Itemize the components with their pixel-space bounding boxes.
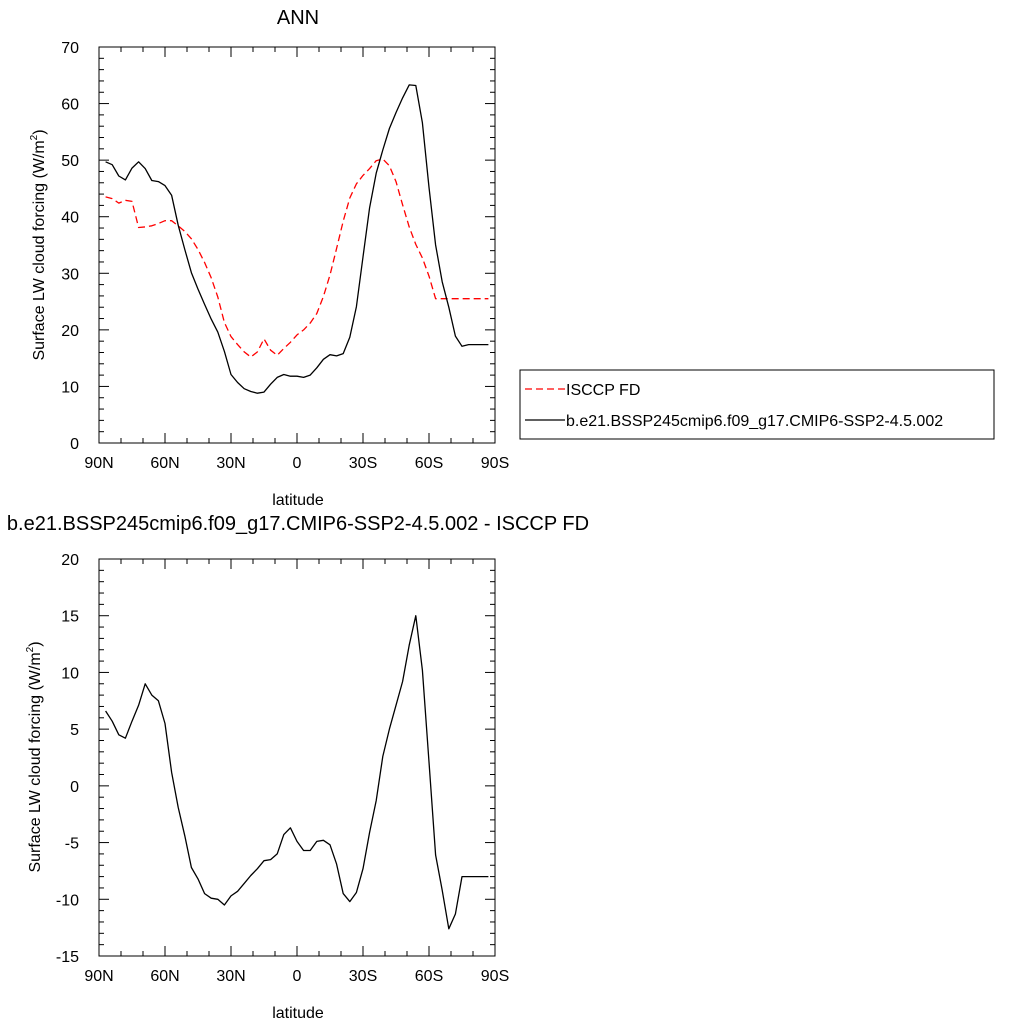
bottom-y-axis-label-sup: 2: [25, 646, 36, 652]
top-x-tick-label: 60N: [150, 455, 179, 472]
top-panel: ANN 90N 60N 30N 0 30S 60S 90S 0 10 20 30 40 50 60 70 l…: [29, 7, 509, 509]
top-chart-title: ANN: [277, 7, 319, 29]
top-x-tick-label: 60S: [415, 455, 443, 472]
top-x-tick-label: 30N: [216, 455, 245, 472]
top-y-axis-label-sup: 2: [29, 134, 40, 140]
bottom-y-tick-label: 15: [61, 609, 79, 626]
top-y-tick-label: 40: [61, 210, 79, 227]
bottom-x-tick-label: 30S: [349, 968, 377, 985]
bottom-x-tick-label: 60N: [150, 968, 179, 985]
top-y-tick-label: 50: [61, 153, 79, 170]
bottom-y-tick-label: 10: [61, 665, 79, 682]
bottom-y-tick-label: 0: [70, 779, 79, 796]
top-y-tick-label: 10: [61, 379, 79, 396]
bottom-x-axis-label: latitude: [272, 1005, 324, 1022]
top-x-tick-label: 0: [293, 455, 302, 472]
bottom-panel: b.e21.BSSP245cmip6.f09_g17.CMIP6-SSP2-4.…: [7, 513, 589, 1022]
top-x-tick-label: 30S: [349, 455, 377, 472]
bottom-y-tick-label: -15: [56, 949, 79, 966]
top-y-tick-label: 20: [61, 323, 79, 340]
legend-label-isccp: ISCCP FD: [566, 382, 640, 399]
bottom-x-tick-label: 90S: [481, 968, 509, 985]
bottom-x-tick-label: 0: [293, 968, 302, 985]
top-x-tick-label: 90S: [481, 455, 509, 472]
bottom-x-tick-label: 90N: [84, 968, 113, 985]
top-y-tick-label: 0: [70, 436, 79, 453]
top-y-tick-label: 30: [61, 266, 79, 283]
top-x-axis-label: latitude: [272, 492, 324, 509]
bottom-y-tick-label: -10: [56, 892, 79, 909]
bottom-y-axis-label: Surface LW cloud forcing (W/m2): [25, 641, 44, 872]
legend-label-model: b.e21.BSSP245cmip6.f09_g17.CMIP6-SSP2-4.…: [566, 413, 943, 430]
top-x-tick-label: 90N: [84, 455, 113, 472]
top-series-line-1: [105, 84, 489, 394]
top-plot-frame: [98, 46, 496, 444]
bottom-y-tick-label: -5: [65, 836, 79, 853]
top-y-tick-label: 70: [61, 40, 79, 57]
top-y-axis-label-close: ): [31, 129, 48, 134]
bottom-series-line-0: [105, 615, 489, 930]
bottom-x-tick-label: 60S: [415, 968, 443, 985]
bottom-plot-frame: [98, 558, 496, 957]
bottom-x-tick-label: 30N: [216, 968, 245, 985]
bottom-y-axis-label-close: ): [27, 641, 44, 646]
legend-box: [519, 369, 995, 440]
top-y-axis-label-main: Surface LW cloud forcing (W/m: [31, 140, 48, 360]
bottom-y-tick-label: 20: [61, 552, 79, 569]
bottom-plot-area: 90N 60N 30N 0 30S 60S 90S -15 -10 -5 0 5 10 15 20: [56, 552, 509, 985]
bottom-chart-title: b.e21.BSSP245cmip6.f09_g17.CMIP6-SSP2-4.…: [7, 513, 589, 535]
top-y-tick-label: 60: [61, 97, 79, 114]
bottom-y-tick-label: 5: [70, 722, 79, 739]
top-plot-area: 90N 60N 30N 0 30S 60S 90S 0 10 20 30 40 50 60 70: [61, 40, 509, 472]
top-y-axis-label: Surface LW cloud forcing (W/m2): [29, 129, 48, 360]
top-series-line-0: [105, 158, 489, 358]
legend: ISCCP FD b.e21.BSSP245cmip6.f09_g17.CMIP…: [519, 369, 995, 440]
bottom-y-axis-label-main: Surface LW cloud forcing (W/m: [27, 652, 44, 872]
